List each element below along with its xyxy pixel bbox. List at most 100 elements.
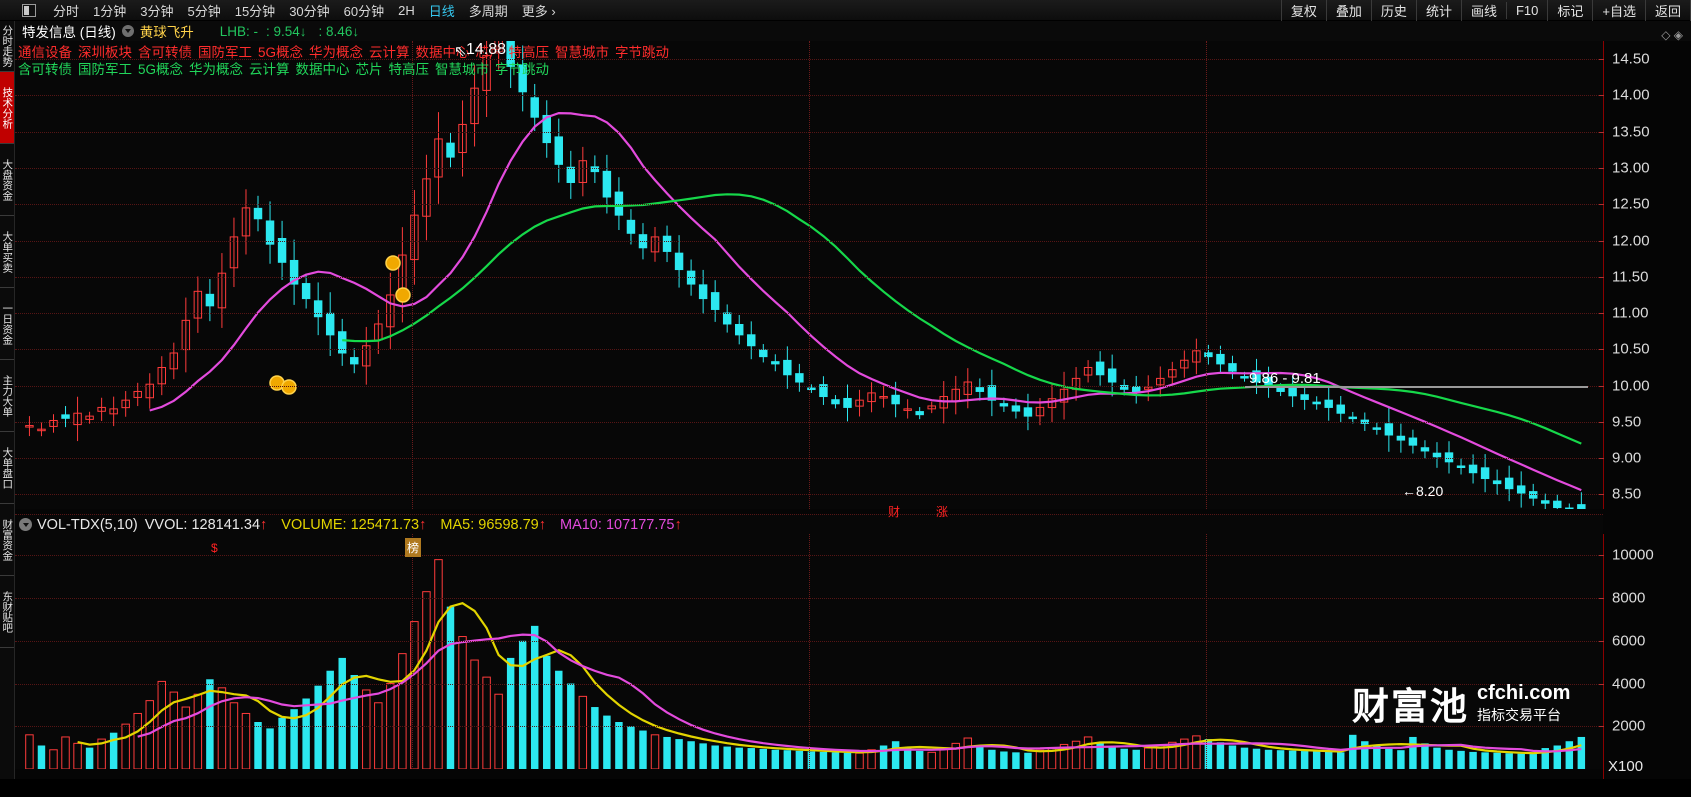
price-axis-tick (1599, 458, 1604, 460)
volume-bar (783, 750, 792, 769)
sidebar-item-dadan-maimai[interactable]: 大单买卖 (0, 216, 14, 288)
price-chart-panel[interactable] (15, 41, 1603, 509)
concept-tag[interactable]: 国防军工 (78, 62, 132, 77)
concept-tag[interactable]: 深圳板块 (78, 45, 132, 60)
marker-glyph-zhang: 涨 (936, 505, 949, 519)
period-2h[interactable]: 2H (398, 2, 415, 18)
marker-glyph-bang: 榜 (405, 538, 422, 557)
concept-tag[interactable]: 华为概念 (189, 62, 244, 77)
volume-bar (458, 636, 467, 769)
volume-bar (939, 748, 948, 769)
volume-bar (73, 742, 82, 769)
sidebar-item-caifu-zijin[interactable]: 财富资金 (0, 504, 14, 576)
volume-bar (1445, 749, 1453, 769)
concept-tag[interactable]: 特高压 (508, 45, 550, 60)
volume-chart-panel[interactable] (15, 534, 1603, 769)
volume-bar (1000, 751, 1008, 769)
candle-body (1168, 369, 1177, 378)
concept-tag[interactable]: 含可转债 (18, 62, 72, 77)
candle-body (1348, 416, 1357, 420)
volume-bar (1481, 752, 1489, 769)
candle-body (1372, 427, 1382, 430)
candle-body (1480, 467, 1490, 480)
price-axis-tick (1599, 494, 1604, 496)
volume-bar (97, 738, 106, 769)
sidebar-item-jishu-fenxi[interactable]: 技术分析 (0, 72, 14, 144)
button-fuquan[interactable]: 复权 (1280, 0, 1326, 21)
volume-bar (1385, 748, 1393, 769)
candle-body (1444, 452, 1454, 463)
concept-tag[interactable]: 国防军工 (198, 45, 252, 60)
concept-tag[interactable]: 含可转债 (138, 45, 192, 60)
period-fenshi[interactable]: 分时 (53, 3, 80, 19)
period-15min[interactable]: 15分钟 (234, 3, 276, 19)
chevron-down-circle-icon[interactable] (121, 25, 134, 37)
button-huaxian[interactable]: 画线 (1460, 0, 1506, 21)
candle-body (482, 55, 491, 91)
candle-body (795, 373, 804, 383)
candle-body (626, 219, 636, 234)
concept-tag[interactable]: 芯片 (475, 45, 503, 60)
concept-tag[interactable]: 特高压 (388, 62, 430, 77)
volume-label: VOLUME: (281, 516, 347, 533)
button-tongji[interactable]: 统计 (1415, 0, 1461, 21)
concept-tag[interactable]: 芯片 (355, 62, 383, 77)
concept-tag[interactable]: 字节跳动 (615, 45, 670, 60)
vol-indicator-title[interactable]: VOL-TDX(5,10) (37, 516, 138, 533)
period-3min[interactable]: 3分钟 (140, 3, 174, 19)
concept-tag[interactable]: 数据中心 (295, 62, 350, 77)
concept-tag[interactable]: 5G概念 (258, 45, 304, 60)
period-30min[interactable]: 30分钟 (289, 3, 330, 19)
sidebar-item-yiri-zijin[interactable]: 一日资金 (0, 288, 14, 360)
volume-bar (1216, 742, 1225, 769)
period-multi[interactable]: 多周期 (468, 3, 508, 19)
volume-bar (1252, 748, 1261, 769)
period-60min[interactable]: 60分钟 (343, 3, 385, 19)
volume-bar (843, 752, 852, 769)
volume-bar (903, 747, 912, 769)
candle-body (49, 419, 58, 427)
price-axis-tick-label: 14.00 (1612, 86, 1650, 104)
concept-tag[interactable]: 数据中心 (415, 45, 470, 60)
sidebar-item-zhuli-dadan[interactable]: 主力大单 (0, 360, 14, 432)
button-return[interactable]: 返回 (1644, 0, 1691, 21)
chevron-down-circle-icon[interactable] (19, 518, 32, 531)
button-f10[interactable]: F10 (1505, 1, 1547, 19)
volume-unit-label: X100 (1608, 758, 1644, 775)
candle-body (650, 236, 660, 253)
concept-tag[interactable]: 华为概念 (309, 45, 364, 60)
button-add-watchlist[interactable]: +自选 (1592, 0, 1645, 21)
period-5min[interactable]: 5分钟 (187, 3, 221, 19)
candle-body (1204, 352, 1213, 358)
concept-tag[interactable]: 通信设备 (18, 45, 72, 60)
button-lishi[interactable]: 历史 (1370, 0, 1416, 21)
watermark-url: cfchi.com (1477, 681, 1571, 704)
volume-arrow: ↑ (419, 516, 427, 533)
button-biaoji[interactable]: 标记 (1547, 0, 1592, 21)
volume-bar (1457, 750, 1465, 769)
sidebar-item-fenshi-zoushi[interactable]: 分时走势 (0, 21, 14, 72)
ma-mid-line (149, 111, 1582, 492)
concept-tag[interactable]: 智慧城市 (435, 62, 490, 77)
concept-tag[interactable]: 云计算 (369, 45, 410, 60)
concept-tag[interactable]: 云计算 (249, 62, 290, 77)
panel-toggle-icon[interactable] (22, 3, 36, 17)
period-more[interactable]: 更多 › (521, 3, 556, 19)
concept-tag[interactable]: 5G概念 (138, 62, 184, 77)
candle-body (566, 166, 576, 183)
watermark: 财富池 cfchi.com 指标交易平台 (1352, 676, 1570, 730)
sidebar-item-dongcai-tieba[interactable]: 东财贴吧 (0, 576, 14, 648)
volume-bar (603, 715, 611, 769)
strategy-label[interactable]: 黄球飞升 (139, 25, 194, 40)
sidebar-item-dadan-pankou[interactable]: 大单盘口 (0, 432, 14, 504)
candle-body (37, 428, 46, 432)
volume-bar (555, 670, 563, 769)
sidebar-item-dapan-zijin[interactable]: 大盘资金 (0, 144, 14, 216)
concept-tag[interactable]: 字节跳动 (495, 62, 550, 77)
candle-body (590, 166, 600, 173)
candle-body (61, 414, 70, 419)
concept-tag[interactable]: 智慧城市 (555, 45, 610, 60)
button-diejia[interactable]: 叠加 (1325, 0, 1371, 21)
period-daily[interactable]: 日线 (428, 3, 455, 19)
period-1min[interactable]: 1分钟 (93, 3, 127, 19)
